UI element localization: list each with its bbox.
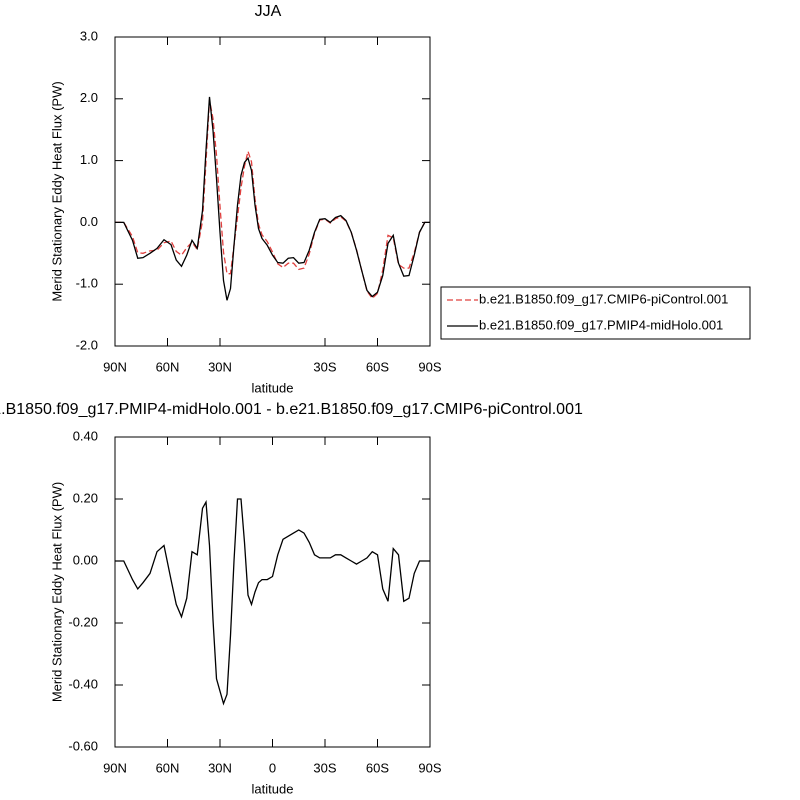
x-tick-label: 30N [208, 760, 232, 775]
x-tick-label: 30S [313, 359, 336, 374]
x-tick-label: 90S [418, 760, 441, 775]
y-axis-label: Merid Stationary Eddy Heat Flux (PW) [49, 81, 64, 301]
y-tick-label: -0.40 [68, 676, 98, 691]
data-line [115, 498, 430, 706]
data-line [115, 96, 430, 301]
y-tick-label: 2.0 [80, 90, 98, 105]
y-tick-label: -2.0 [76, 337, 98, 352]
y-tick-label: -0.60 [68, 738, 98, 753]
x-tick-label: 60N [156, 760, 180, 775]
plot-frame [114, 436, 431, 748]
x-tick-label: 30N [208, 359, 232, 374]
plot-frame [114, 36, 431, 347]
chart-title: JJA [255, 3, 282, 20]
x-tick-label: 90S [418, 359, 441, 374]
x-tick-label: 0 [269, 760, 276, 775]
x-tick-label: 30S [313, 760, 336, 775]
y-tick-label: -0.20 [68, 614, 98, 629]
y-tick-label: 0.20 [73, 490, 98, 505]
y-tick-label: 0.40 [73, 428, 98, 443]
x-tick-label: 60S [366, 359, 389, 374]
x-axis-label: latitude [252, 781, 294, 796]
x-axis-label: latitude [252, 380, 294, 395]
y-axis-label: Merid Stationary Eddy Heat Flux (PW) [49, 482, 64, 702]
legend-box [440, 286, 751, 340]
y-tick-label: 0.0 [80, 214, 98, 229]
y-tick-label: -1.0 [76, 276, 98, 291]
y-tick-label: 1.0 [80, 152, 98, 167]
x-tick-label: 90N [103, 760, 127, 775]
x-tick-label: 60N [156, 359, 180, 374]
legend-label: b.e21.B1850.f09_g17.CMIP6-piControl.001 [479, 291, 728, 306]
x-tick-label: 90N [103, 359, 127, 374]
y-tick-label: 0.00 [73, 552, 98, 567]
chart-title: b.e21.B1850.f09_g17.PMIP4-midHolo.001 - … [0, 401, 583, 418]
x-tick-label: 60S [366, 760, 389, 775]
y-tick-label: 3.0 [80, 28, 98, 43]
data-line [115, 99, 430, 300]
legend-label: b.e21.B1850.f09_g17.PMIP4-midHolo.001 [479, 317, 723, 332]
